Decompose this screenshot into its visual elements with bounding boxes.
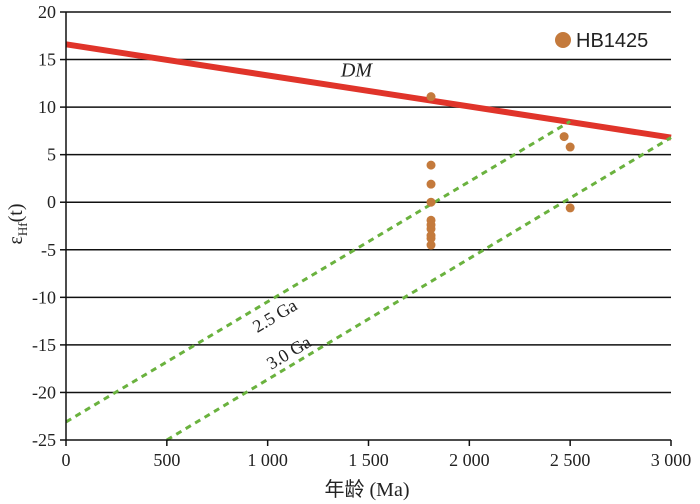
- reference-line-3-0-ga: [166, 136, 672, 442]
- reference-line-dm: [65, 41, 672, 141]
- y-tick-label: -20: [32, 382, 56, 402]
- y-tick-label: 20: [38, 2, 56, 22]
- label-2-5-ga: 2.5 Ga: [249, 295, 300, 337]
- data-point: [426, 92, 436, 102]
- y-tick-label: -15: [32, 335, 56, 355]
- legend-label: HB1425: [576, 30, 648, 52]
- y-tick-label: 0: [47, 192, 56, 212]
- data-point: [565, 203, 575, 213]
- y-tick-label: 5: [47, 145, 56, 165]
- data-point: [426, 160, 436, 170]
- data-point: [426, 240, 436, 250]
- y-axis-title-tail: (t): [5, 203, 27, 222]
- data-point: [426, 233, 436, 243]
- x-tick-label: 0: [62, 450, 71, 470]
- x-tick-label: 500: [153, 450, 180, 470]
- y-tick-label: -25: [32, 430, 56, 450]
- dm-label: DM: [340, 59, 373, 81]
- gridlines: [66, 11, 671, 394]
- data-point: [565, 142, 575, 152]
- y-tick-label: -10: [32, 287, 56, 307]
- axes: [60, 11, 672, 446]
- x-tick-label: 2 000: [449, 450, 490, 470]
- x-tick-label: 2 500: [550, 450, 591, 470]
- y-axis-title: εHf(t): [5, 203, 30, 244]
- x-axis-title: 年龄 (Ma): [325, 478, 410, 501]
- y-tick-label: 15: [38, 50, 56, 70]
- data-point: [426, 224, 436, 234]
- label-3-0-ga: 3.0 Ga: [263, 332, 314, 374]
- tick-labels: -25 -20 -15 -10 -5 0 5 10 15 20 0 500 1 000 1 500 2 00…: [32, 2, 691, 470]
- y-tick-label: 10: [38, 97, 56, 117]
- y-axis-title-subscript: Hf: [15, 222, 30, 236]
- x-tick-label: 1 500: [348, 450, 389, 470]
- data-points: [426, 92, 575, 250]
- data-point: [426, 197, 436, 207]
- x-tick-label: 1 000: [247, 450, 288, 470]
- y-axis-title-main: ε: [5, 236, 27, 244]
- reference-lines: [65, 41, 672, 442]
- legend-marker: [555, 32, 571, 48]
- legend: HB1425: [555, 30, 648, 52]
- y-tick-label: -5: [41, 240, 56, 260]
- reference-line-2-5-ga: [65, 120, 571, 424]
- data-point: [559, 132, 569, 142]
- data-point: [426, 179, 436, 189]
- x-tick-label: 3 000: [651, 450, 692, 470]
